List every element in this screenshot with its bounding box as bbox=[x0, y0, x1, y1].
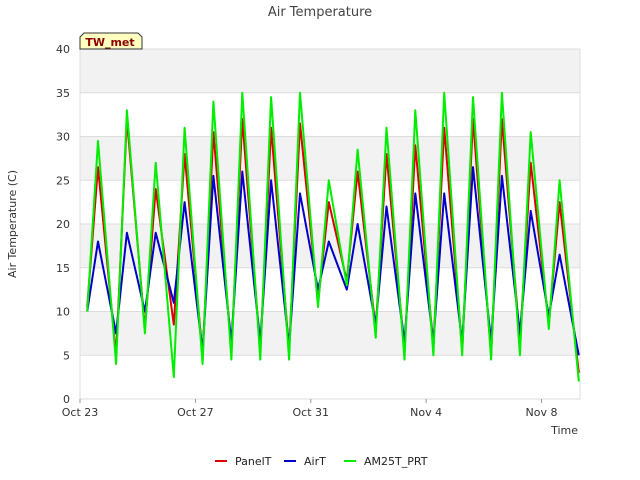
plot-band bbox=[80, 49, 580, 93]
x-axis-ticks: Oct 23 Oct 27 Oct 31 Nov 4 Nov 8 bbox=[62, 399, 558, 419]
plot-band bbox=[80, 92, 580, 137]
x-tick-label: Nov 4 bbox=[410, 406, 442, 419]
x-tick-label: Oct 31 bbox=[293, 406, 330, 419]
x-tick-label: Oct 23 bbox=[62, 406, 99, 419]
plot-band bbox=[80, 136, 580, 181]
x-axis-title: Time bbox=[550, 424, 578, 437]
legend-item: AirT bbox=[284, 455, 326, 468]
series-lines bbox=[86, 91, 580, 382]
station-badge-label: TW_met bbox=[85, 36, 134, 49]
chart-title: Air Temperature bbox=[268, 5, 372, 20]
plot-band bbox=[80, 267, 580, 312]
y-tick-label: 40 bbox=[56, 43, 70, 56]
y-axis-title: Air Temperature (C) bbox=[6, 170, 19, 278]
plot-band bbox=[80, 355, 580, 399]
legend-label: PanelT bbox=[235, 455, 272, 468]
legend-item: AM25T_PRT bbox=[344, 455, 428, 468]
y-tick-label: 35 bbox=[56, 87, 70, 100]
legend-label: AirT bbox=[304, 455, 326, 468]
legend-label: AM25T_PRT bbox=[364, 455, 428, 468]
x-tick-label: Nov 8 bbox=[526, 406, 558, 419]
y-tick-label: 5 bbox=[63, 349, 70, 362]
series-line-am25t-prt bbox=[86, 91, 580, 382]
x-tick-label: Oct 27 bbox=[177, 406, 214, 419]
y-tick-label: 15 bbox=[56, 262, 70, 275]
station-badge: TW_met bbox=[79, 32, 143, 50]
plot-band bbox=[80, 311, 580, 356]
y-tick-label: 25 bbox=[56, 174, 70, 187]
legend: PanelT AirT AM25T_PRT bbox=[215, 455, 428, 468]
y-tick-label: 30 bbox=[56, 131, 70, 144]
legend-item: PanelT bbox=[215, 455, 272, 468]
y-axis-ticks: 0 5 10 15 20 25 30 35 40 bbox=[56, 43, 70, 406]
y-tick-label: 0 bbox=[63, 393, 70, 406]
y-tick-label: 10 bbox=[56, 306, 70, 319]
y-tick-label: 20 bbox=[56, 218, 70, 231]
